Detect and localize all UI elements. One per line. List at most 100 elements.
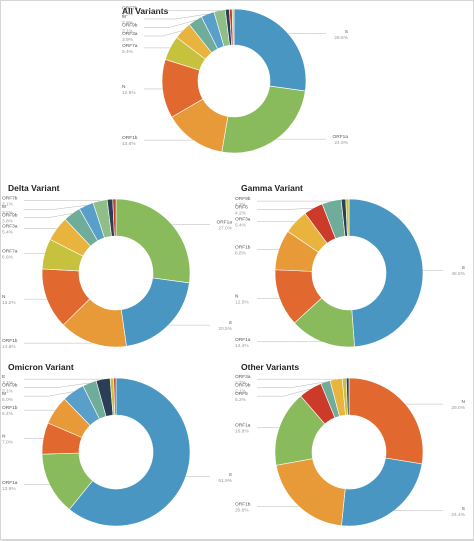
- slice-percent: 3.8%: [2, 219, 14, 225]
- slice-percent: 5.4%: [122, 49, 134, 55]
- slice-percent: 3.1%: [122, 28, 134, 34]
- slice-other: [231, 8, 235, 46]
- slice-percent: 3.1%: [2, 380, 14, 386]
- donut-chart-3: Gamma VariantS48.8%ORF9b4.2%ORF64.2%ORF3…: [235, 183, 466, 349]
- slice-label: ORF9b: [2, 383, 18, 389]
- slice-label: ORF7a: [122, 43, 138, 49]
- slice-percent: 4.2%: [235, 202, 247, 208]
- slice-label: M: [122, 14, 126, 20]
- slice-percent: 13.9%: [2, 486, 16, 492]
- slice-percent: 14.4%: [235, 343, 249, 349]
- slice-label: ORF3a: [2, 224, 18, 230]
- chart-title: Gamma Variant: [241, 183, 303, 193]
- leader-line: [24, 391, 74, 397]
- slice-percent: 2.1%: [235, 389, 247, 395]
- slice-percent: 6.4%: [2, 411, 14, 417]
- slice-label: M: [2, 391, 6, 397]
- slice-percent: 8.8%: [235, 251, 247, 257]
- slice-label: S: [462, 506, 465, 512]
- slice-other: [345, 198, 350, 237]
- donut-chart-5: Other Variants N28.0% S24.4% ORF3a2.7%ORF9b…: [235, 362, 466, 527]
- slice-label: E: [2, 374, 5, 380]
- slice-label: S: [462, 265, 465, 271]
- slice-label: ORF1b: [2, 405, 18, 411]
- slice-label: N: [2, 294, 6, 300]
- slice-percent: 16.8%: [235, 428, 249, 434]
- leader-line: [24, 382, 90, 388]
- slice-percent: 3.9%: [122, 37, 134, 43]
- slice-label: ORF7a: [2, 249, 18, 255]
- leader-line: [24, 213, 72, 218]
- chart-title: Omicron Variant: [8, 362, 74, 372]
- slice-percent: 5.4%: [2, 230, 14, 236]
- slice-percent: 2.9%: [122, 20, 134, 26]
- slice-label: ORF1a: [235, 422, 251, 428]
- donut-chart-2: Delta VariantORF1a27.0%S20.5%ORF7b3.1%M3…: [2, 183, 233, 350]
- slice-other: [113, 377, 117, 416]
- slice-percent: 3.1%: [2, 389, 14, 395]
- slice-percent: 5.2%: [235, 397, 247, 403]
- slice-label: ORF6: [235, 205, 248, 211]
- slice-label: ORF1b: [235, 501, 251, 507]
- chart-title: Other Variants: [241, 362, 299, 372]
- leader-line: [144, 20, 196, 28]
- donut-chart-4: Omicron VariantS61.9%E3.1%ORF9b3.1%M5.0%…: [2, 362, 233, 527]
- slice-label: ORF6: [235, 391, 248, 397]
- slice-label: N: [462, 399, 466, 405]
- slice-ORF1a: [115, 198, 191, 284]
- slice-label: ORF9b: [122, 22, 138, 28]
- slice-percent: 12.9%: [122, 90, 136, 96]
- slice-label: ORF9b: [235, 383, 251, 389]
- slice-label: ORF7b: [122, 5, 138, 11]
- slice-label: ORF3a: [235, 217, 251, 223]
- slice-percent: 61.9%: [218, 478, 232, 484]
- slice-ORF1b: [275, 458, 346, 526]
- slice-label: N: [235, 293, 239, 299]
- slice-percent: 6.6%: [2, 255, 14, 261]
- slice-percent: 3.2%: [2, 210, 14, 216]
- slice-label: N: [2, 433, 6, 439]
- slice-percent: 5.0%: [2, 397, 14, 403]
- slice-percent: 27.0%: [218, 225, 232, 231]
- slice-other: [112, 198, 117, 237]
- slice-percent: 28.0%: [451, 405, 465, 411]
- slice-label: ORF9b: [2, 213, 18, 219]
- slice-percent: 20.8%: [235, 507, 249, 513]
- slice-label: ORF1a: [235, 337, 251, 343]
- slice-percent: 3.1%: [2, 202, 14, 208]
- slice-percent: 13.6%: [122, 141, 136, 147]
- slice-label: ORF1b: [2, 338, 18, 344]
- slice-label: ORF7b: [2, 196, 18, 202]
- slice-label: ORF1a: [217, 219, 233, 225]
- slice-percent: 13.2%: [2, 300, 16, 306]
- slice-percent: 24.9%: [334, 140, 348, 146]
- slice-percent: 5.4%: [235, 223, 247, 229]
- leader-line: [257, 207, 314, 210]
- slice-S: [120, 277, 190, 347]
- slice-other: [345, 377, 350, 416]
- slice-percent: 2.5%: [122, 11, 134, 17]
- slice-percent: 4.2%: [235, 211, 247, 217]
- slice-N: [348, 377, 424, 465]
- leader-line: [144, 30, 183, 37]
- leader-line: [24, 205, 87, 210]
- slice-label: ORF1b: [122, 135, 138, 141]
- slice-label: S: [345, 29, 348, 35]
- slice-label: ORF1b: [235, 245, 251, 251]
- slice-label: ORF3a: [122, 31, 138, 37]
- slice-label: ORF3a: [235, 374, 251, 380]
- slice-label: N: [122, 84, 126, 90]
- slice-percent: 12.5%: [235, 299, 249, 305]
- slice-S: [348, 198, 424, 348]
- slice-percent: 48.8%: [451, 271, 465, 277]
- slice-percent: 2.7%: [235, 380, 247, 386]
- slice-percent: 20.5%: [218, 326, 232, 332]
- chart-title: Delta Variant: [8, 183, 60, 193]
- slice-percent: 14.8%: [2, 344, 16, 350]
- leader-line: [257, 388, 311, 397]
- slice-S: [341, 457, 423, 527]
- slice-label: M: [2, 204, 6, 210]
